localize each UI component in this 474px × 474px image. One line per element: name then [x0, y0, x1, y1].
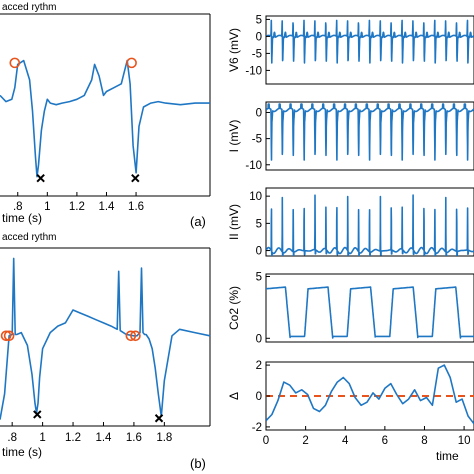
peak-marker — [3, 330, 15, 342]
y-axis-label: Δ — [227, 392, 241, 400]
panel-b-xlabel: time (s) — [2, 445, 42, 459]
trough-marker — [36, 173, 45, 183]
y-axis-label: Co2 (%) — [227, 286, 241, 330]
ecg-trace — [0, 59, 210, 178]
y-tick-label: 5 — [256, 218, 262, 230]
x-tick-label: 1.4 — [98, 201, 115, 213]
signal-trace — [266, 364, 474, 425]
axes-frame — [265, 361, 474, 431]
y-tick-label: 5 — [256, 271, 262, 283]
peak-marker — [125, 330, 137, 342]
y-tick-label: 2 — [256, 360, 262, 372]
x-tick-label: 1.2 — [65, 432, 81, 444]
x-tick-label: 1 — [39, 432, 45, 444]
x-tick-label: 8 — [421, 435, 427, 447]
y-axis-label: V6 (mV) — [227, 28, 241, 72]
y-tick-label: -2 — [252, 422, 262, 434]
x-tick-label: 0 — [263, 435, 269, 447]
axes-frame — [265, 273, 474, 343]
panel-a-title: acced rythm — [2, 2, 56, 13]
peak-marker — [9, 57, 21, 69]
right-panel-1: 5 0 -5 -10 V6 (mV) — [227, 14, 474, 85]
x-tick-label: 4 — [342, 435, 349, 447]
y-tick-label: 0 — [256, 391, 262, 403]
y-tick-label: 0 — [256, 246, 262, 258]
x-tick-label: 1.4 — [95, 432, 112, 444]
y-tick-label: 0 — [256, 31, 262, 43]
trough-marker — [33, 410, 42, 419]
x-tick-label: .8 — [13, 201, 23, 213]
axes-frame — [265, 15, 474, 85]
ecg-trace — [0, 257, 211, 420]
y-tick-label: -5 — [252, 48, 262, 60]
peak-marker — [0, 330, 12, 342]
trough-marker — [154, 414, 164, 423]
x-tick-label: 10 — [458, 435, 471, 447]
x-tick-label: 1 — [44, 201, 50, 213]
y-tick-label: -10 — [245, 65, 262, 77]
x-tick-label: 1.6 — [126, 432, 142, 444]
y-tick-label: 5 — [256, 14, 262, 26]
x-tick-label: 2 — [302, 435, 308, 447]
panel-a-label: (a) — [190, 214, 206, 229]
signal-trace — [266, 286, 474, 339]
x-tick-label: 1.2 — [69, 201, 85, 213]
x-tick-label: 1.8 — [156, 432, 172, 444]
panel-delta-xlabel: time — [436, 449, 459, 463]
panel-b-title: acced rythm — [2, 232, 56, 243]
panel-a-x-ticks: .8 1 1.2 1.4 1.6 — [13, 192, 144, 213]
panel-b-x-ticks: .8 1 1.2 1.4 1.6 1.8 — [7, 422, 172, 444]
peak-marker — [130, 330, 141, 342]
panel-a-xlabel: time (s) — [2, 211, 42, 225]
panel-a-plot — [0, 57, 210, 183]
panel-b-plot — [0, 257, 211, 423]
right-panel-5: 20-2Δ0 2 4 6 8 10 — [227, 360, 474, 447]
y-tick-label: -10 — [245, 160, 262, 172]
signal-trace — [266, 194, 474, 256]
y-tick-label: -5 — [252, 134, 262, 146]
y-axis-label: II (mV) — [227, 204, 241, 240]
panel-b-label: (b) — [190, 456, 206, 471]
panel-b: acced rythm .8 1 1.2 1.4 1.6 1.8 time (s) (b) — [0, 232, 211, 471]
y-tick-label: 0 — [256, 107, 262, 119]
right-panel-4: 5 0 Co2 (%) — [227, 271, 474, 345]
x-tick-label: 1.6 — [128, 201, 144, 213]
right-column-panels: 5 0 -5 -10 V6 (mV) 0 -5 -10 I (mV) 10 5 0 II (mV) 5 0 C… — [227, 14, 474, 447]
x-tick-label: .8 — [7, 432, 17, 444]
y-axis-label: I (mV) — [227, 120, 241, 153]
y-tick-label: 10 — [249, 191, 262, 203]
signal-trace — [266, 19, 474, 64]
panel-a: acced rythm .8 1 1.2 1.4 1.6 time (s) (a) — [0, 2, 211, 229]
x-tick-label: 6 — [382, 435, 388, 447]
peak-marker — [126, 57, 137, 69]
right-panel-3: 10 5 0 II (mV) — [227, 187, 474, 258]
trough-marker — [131, 173, 140, 183]
y-tick-label: 0 — [256, 333, 262, 345]
axes-frame — [265, 101, 474, 171]
signal-trace — [266, 103, 474, 161]
right-panel-2: 0 -5 -10 I (mV) — [227, 101, 474, 172]
